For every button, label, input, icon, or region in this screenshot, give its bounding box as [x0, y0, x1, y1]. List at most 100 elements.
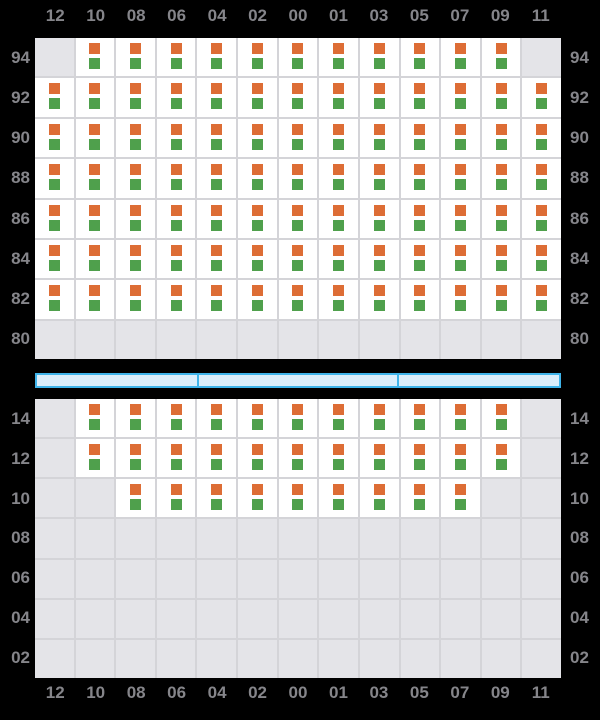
availability-cell-filled[interactable] — [197, 159, 237, 198]
availability-cell-filled[interactable] — [156, 239, 196, 279]
availability-cell-filled[interactable] — [278, 38, 318, 77]
availability-cell-filled[interactable] — [400, 78, 440, 117]
availability-cell-filled[interactable] — [278, 239, 318, 279]
availability-cell-filled[interactable] — [156, 280, 196, 319]
availability-cell-filled[interactable] — [75, 159, 115, 198]
availability-cell-filled[interactable] — [400, 439, 440, 478]
availability-cell-filled[interactable] — [319, 479, 358, 518]
availability-cell-filled[interactable] — [156, 38, 196, 77]
availability-cell-filled[interactable] — [481, 399, 521, 438]
availability-cell-filled[interactable] — [156, 78, 196, 117]
availability-cell-filled[interactable] — [319, 199, 358, 238]
availability-cell-filled[interactable] — [116, 38, 155, 77]
availability-cell-filled[interactable] — [319, 239, 358, 279]
availability-cell-filled[interactable] — [238, 118, 277, 158]
availability-cell-filled[interactable] — [441, 239, 480, 279]
availability-cell-filled[interactable] — [481, 439, 521, 478]
availability-cell-filled[interactable] — [522, 78, 561, 117]
availability-cell-filled[interactable] — [359, 78, 399, 117]
availability-cell-filled[interactable] — [278, 118, 318, 158]
availability-cell-filled[interactable] — [156, 199, 196, 238]
availability-cell-filled[interactable] — [400, 38, 440, 77]
availability-cell-filled[interactable] — [116, 399, 155, 438]
availability-cell-filled[interactable] — [35, 118, 74, 158]
availability-cell-filled[interactable] — [197, 78, 237, 117]
availability-cell-filled[interactable] — [238, 239, 277, 279]
availability-cell-filled[interactable] — [116, 199, 155, 238]
availability-cell-filled[interactable] — [400, 199, 440, 238]
availability-cell-filled[interactable] — [522, 239, 561, 279]
availability-cell-filled[interactable] — [481, 199, 521, 238]
availability-cell-filled[interactable] — [238, 399, 277, 438]
availability-cell-filled[interactable] — [481, 78, 521, 117]
availability-cell-filled[interactable] — [238, 38, 277, 77]
availability-cell-filled[interactable] — [75, 118, 115, 158]
availability-cell-filled[interactable] — [359, 159, 399, 198]
availability-cell-filled[interactable] — [319, 78, 358, 117]
availability-cell-filled[interactable] — [35, 159, 74, 198]
availability-cell-filled[interactable] — [522, 159, 561, 198]
availability-cell-filled[interactable] — [156, 479, 196, 518]
availability-cell-filled[interactable] — [75, 38, 115, 77]
availability-cell-filled[interactable] — [116, 439, 155, 478]
availability-cell-filled[interactable] — [238, 280, 277, 319]
availability-cell-filled[interactable] — [359, 439, 399, 478]
availability-cell-filled[interactable] — [197, 118, 237, 158]
availability-cell-filled[interactable] — [197, 280, 237, 319]
availability-cell-filled[interactable] — [35, 199, 74, 238]
availability-cell-filled[interactable] — [522, 280, 561, 319]
availability-cell-filled[interactable] — [35, 78, 74, 117]
availability-cell-filled[interactable] — [75, 199, 115, 238]
availability-cell-filled[interactable] — [441, 199, 480, 238]
availability-cell-filled[interactable] — [197, 239, 237, 279]
availability-cell-filled[interactable] — [400, 239, 440, 279]
availability-cell-filled[interactable] — [319, 280, 358, 319]
availability-cell-filled[interactable] — [278, 439, 318, 478]
availability-cell-filled[interactable] — [481, 118, 521, 158]
availability-cell-filled[interactable] — [116, 159, 155, 198]
availability-cell-filled[interactable] — [400, 399, 440, 438]
availability-cell-filled[interactable] — [400, 479, 440, 518]
availability-cell-filled[interactable] — [319, 399, 358, 438]
availability-cell-filled[interactable] — [116, 239, 155, 279]
scrollbar-segment-divider[interactable] — [196, 375, 199, 386]
availability-cell-filled[interactable] — [359, 38, 399, 77]
availability-cell-filled[interactable] — [156, 439, 196, 478]
availability-cell-filled[interactable] — [441, 439, 480, 478]
availability-cell-filled[interactable] — [156, 118, 196, 158]
availability-cell-filled[interactable] — [400, 159, 440, 198]
availability-cell-filled[interactable] — [197, 479, 237, 518]
availability-cell-filled[interactable] — [156, 399, 196, 438]
availability-cell-filled[interactable] — [116, 118, 155, 158]
availability-cell-filled[interactable] — [116, 280, 155, 319]
availability-cell-filled[interactable] — [238, 159, 277, 198]
availability-cell-filled[interactable] — [278, 159, 318, 198]
availability-cell-filled[interactable] — [319, 118, 358, 158]
availability-cell-filled[interactable] — [441, 118, 480, 158]
availability-cell-filled[interactable] — [238, 78, 277, 117]
availability-cell-filled[interactable] — [197, 199, 237, 238]
availability-cell-filled[interactable] — [441, 479, 480, 518]
availability-cell-filled[interactable] — [319, 439, 358, 478]
availability-cell-filled[interactable] — [441, 38, 480, 77]
availability-cell-filled[interactable] — [75, 239, 115, 279]
availability-cell-filled[interactable] — [278, 479, 318, 518]
availability-cell-filled[interactable] — [197, 38, 237, 77]
scrollbar-segment-divider[interactable] — [397, 375, 400, 386]
availability-cell-filled[interactable] — [156, 159, 196, 198]
availability-cell-filled[interactable] — [238, 479, 277, 518]
availability-cell-filled[interactable] — [441, 399, 480, 438]
availability-cell-filled[interactable] — [116, 479, 155, 518]
availability-cell-filled[interactable] — [35, 239, 74, 279]
availability-cell-filled[interactable] — [359, 399, 399, 438]
availability-cell-filled[interactable] — [319, 38, 358, 77]
availability-cell-filled[interactable] — [400, 280, 440, 319]
availability-cell-filled[interactable] — [359, 239, 399, 279]
availability-cell-filled[interactable] — [481, 239, 521, 279]
availability-cell-filled[interactable] — [359, 118, 399, 158]
availability-cell-filled[interactable] — [359, 199, 399, 238]
availability-cell-filled[interactable] — [75, 399, 115, 438]
availability-cell-filled[interactable] — [400, 118, 440, 158]
availability-cell-filled[interactable] — [238, 199, 277, 238]
availability-cell-filled[interactable] — [278, 199, 318, 238]
